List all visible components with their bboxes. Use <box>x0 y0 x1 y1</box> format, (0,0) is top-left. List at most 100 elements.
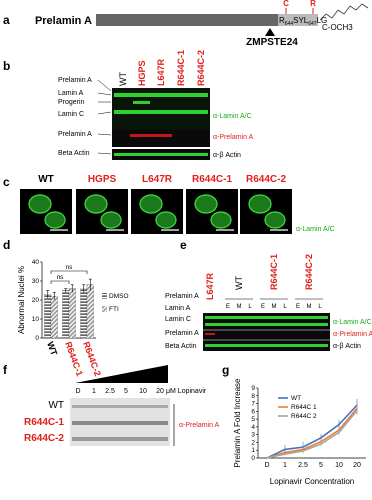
nucleus <box>210 211 232 229</box>
sequence-part: LG <box>317 16 328 25</box>
nucleus <box>44 211 66 229</box>
bar-hatch <box>44 294 51 338</box>
bar-hatch <box>87 284 94 338</box>
significance-bracket <box>50 280 70 284</box>
y-tick-label: 10 <box>32 316 40 323</box>
legend-label: R644C 2 <box>291 413 317 420</box>
y-tick-label: 5 <box>251 416 255 423</box>
lane-label: WT <box>234 276 244 290</box>
leader <box>97 79 112 92</box>
series-line <box>266 404 358 459</box>
y-tick-label: 8 <box>251 393 255 400</box>
x-axis-label: Lopinavir Concentration <box>270 477 355 486</box>
mutation: C <box>283 0 289 8</box>
band-label: Beta Actin <box>58 150 90 157</box>
band <box>114 93 208 97</box>
row-label: R644C-1 <box>24 417 64 428</box>
blot-f <box>70 398 170 446</box>
leader <box>97 111 112 115</box>
sequence-part: R <box>279 16 285 25</box>
band-label: Beta Actin <box>165 343 197 350</box>
legend-label: R644C 1 <box>291 404 317 411</box>
annotation: ns <box>66 264 74 271</box>
band <box>205 323 328 326</box>
series-line <box>266 410 358 459</box>
antibody-label: α-β Actin <box>333 343 361 350</box>
blot-b <box>112 88 210 160</box>
bar-hatch <box>51 296 58 338</box>
dose-label: 5 <box>124 388 128 395</box>
x-tick-label: 2.5 <box>298 462 308 469</box>
antibody-label: α-Prelamin A <box>213 134 254 141</box>
lane-label: L647R <box>156 58 166 86</box>
antibody-label: α-Lamin A/C <box>213 113 252 120</box>
fraction-label: M <box>272 304 277 310</box>
y-tick-label: 2 <box>251 439 255 446</box>
terminus: C-OCH3 <box>322 23 353 32</box>
row-label: R644C-2 <box>24 433 64 444</box>
lane-label: HGPS <box>137 60 147 86</box>
nucleus <box>28 194 52 214</box>
fraction-label: L <box>318 304 322 310</box>
band <box>130 134 172 137</box>
band <box>72 421 168 425</box>
y-tick-label: 1 <box>251 447 255 454</box>
protein-name: Prelamin A <box>35 15 92 27</box>
fraction-label: E <box>261 304 265 310</box>
band-label: Prelamin A <box>165 293 199 300</box>
dose-unit: μM Lopinavir <box>166 388 207 395</box>
protein-bar <box>96 14 278 26</box>
panel-letter: e <box>180 238 187 252</box>
significance-bracket <box>50 270 88 274</box>
fraction-label: M <box>237 304 242 310</box>
sequence: R644SYL647LG <box>279 16 327 27</box>
legend-label: FTI <box>109 306 119 313</box>
y-tick-label: 0 <box>35 335 39 342</box>
band-label: Lamin C <box>58 111 84 118</box>
legend-label: WT <box>291 395 301 402</box>
dose-label: 1 <box>92 388 96 395</box>
fraction-label: M <box>307 304 312 310</box>
sequence-part: 647 <box>308 21 317 27</box>
panel-letter: d <box>3 238 10 252</box>
row-label: WT <box>48 400 64 411</box>
nucleus <box>100 211 122 229</box>
leader <box>97 92 112 96</box>
y-tick-label: 30 <box>32 278 40 285</box>
bar-hatch <box>69 288 76 338</box>
x-tick-label: 20 <box>353 462 361 469</box>
bar-hatch <box>62 290 69 338</box>
cell-line-label: R644C-1 <box>192 174 232 185</box>
nucleus <box>264 211 286 229</box>
x-tick-label: 1 <box>283 462 287 469</box>
band-label: Lamin A <box>165 305 191 312</box>
y-tick-label: 40 <box>32 259 40 266</box>
nucleus <box>139 194 163 214</box>
leader <box>97 133 112 136</box>
panel-letter: b <box>3 59 10 73</box>
band <box>205 344 328 347</box>
cell-line-label: HGPS <box>88 174 117 185</box>
panel-letter: a <box>3 13 10 27</box>
fraction-label: E <box>226 304 230 310</box>
band-label: Prelamin A <box>165 330 199 337</box>
y-tick-label: 4 <box>251 424 255 431</box>
antibody-label: α-Prelamin A <box>333 331 372 338</box>
band <box>72 405 168 408</box>
enzyme: ZMPSTE24 <box>246 37 298 48</box>
fraction-label: E <box>296 304 300 310</box>
series-line <box>266 407 358 459</box>
band-label: Lamin A <box>58 90 84 97</box>
lane-label: WT <box>118 72 128 86</box>
dose-label: D <box>75 388 80 395</box>
antibody-label: α-Lamin A/C <box>333 319 372 326</box>
panel-letter: f <box>3 363 8 377</box>
band-label: Prelamin A <box>58 77 92 84</box>
cell-line-label: WT <box>38 174 54 185</box>
y-tick-label: 3 <box>251 432 255 439</box>
y-tick-label: 0 <box>251 455 255 462</box>
band <box>133 101 150 104</box>
farnesyl <box>319 3 369 21</box>
dose-label: 20 <box>156 388 164 395</box>
x-tick-label: 5 <box>319 462 323 469</box>
